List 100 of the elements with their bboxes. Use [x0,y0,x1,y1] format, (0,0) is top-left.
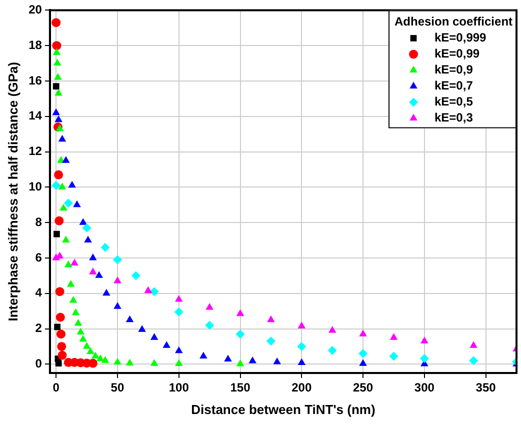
point [174,346,183,354]
point [54,72,62,80]
point [298,358,306,365]
y-tick-label: 14 [28,108,42,123]
point [74,318,82,326]
x-tick-label: 350 [476,380,496,395]
point [89,253,97,260]
y-tick-label: 16 [28,73,42,88]
point [52,180,61,190]
point [236,309,244,316]
point [64,198,73,208]
point [52,41,62,50]
point [62,156,70,163]
point [420,354,429,363]
point [298,322,306,328]
x-tick-label: 300 [414,380,435,395]
point [68,180,76,188]
point [62,236,70,243]
x-tick-label: 0 [52,380,60,395]
legend-label: kE=0,3 [434,110,474,125]
point [52,18,61,28]
point [174,307,184,316]
x-tick-label: 100 [168,380,190,395]
x-tick-label: 50 [110,380,124,395]
point [126,358,134,366]
point [126,315,134,322]
point [91,352,100,358]
y-tick-label: 0 [35,356,42,370]
y-tick-label: 18 [28,38,42,52]
point [162,341,170,348]
point [131,271,140,280]
point [100,242,110,252]
point [52,108,60,116]
point [86,347,94,354]
legend-label: kE=0,5 [434,94,474,109]
y-tick-label: 10 [28,179,42,194]
point [359,330,367,336]
point [58,182,66,190]
point [56,330,66,339]
point [174,295,183,302]
point [82,223,92,232]
point [69,296,78,303]
point [389,352,398,361]
point [54,230,60,238]
y-tick-label: 20 [28,2,42,17]
point [56,124,64,132]
point [54,324,60,330]
y-tick-label: 8 [35,214,42,229]
point [114,358,122,365]
point [273,358,281,364]
point [60,204,68,211]
point [206,303,214,310]
point [52,48,61,55]
point [58,350,67,360]
point [58,134,66,142]
legend-label: kE=0,99 [434,46,480,61]
point [82,342,91,349]
point [200,352,208,358]
point [114,302,122,309]
x-tick-label: 200 [292,380,312,395]
point [72,308,80,316]
point [79,334,87,342]
point [52,83,60,90]
point [390,333,398,340]
point [420,336,428,344]
point [95,271,103,278]
point [150,359,158,366]
point [144,286,152,293]
point [150,333,158,340]
point [236,330,245,339]
point [66,280,75,287]
point [54,115,62,122]
point [138,325,146,332]
y-tick-label: 6 [35,250,42,264]
x-tick-label: 250 [353,380,374,395]
x-axis-title: Distance between TiNT's (nm) [191,402,376,417]
point [53,58,62,66]
point [76,328,85,335]
point [205,320,214,330]
y-axis-title: Interphase stiffness at half distance (GPa) [5,62,20,322]
point [55,287,64,296]
point [174,359,183,366]
point [54,88,62,96]
legend-label: kE=0,999 [434,30,487,45]
x-tick-label: 150 [230,380,251,395]
point [56,312,65,322]
point [469,356,478,366]
point [359,359,367,366]
point [96,354,104,362]
point [328,326,336,333]
legend-label: kE=0,9 [434,62,474,77]
point [89,268,97,274]
point [84,236,92,243]
y-tick-label: 12 [28,144,42,158]
point [54,170,64,180]
point [57,342,66,351]
point [358,349,368,358]
y-tick-label: 4 [35,286,42,300]
point [114,276,122,284]
point [64,260,72,268]
